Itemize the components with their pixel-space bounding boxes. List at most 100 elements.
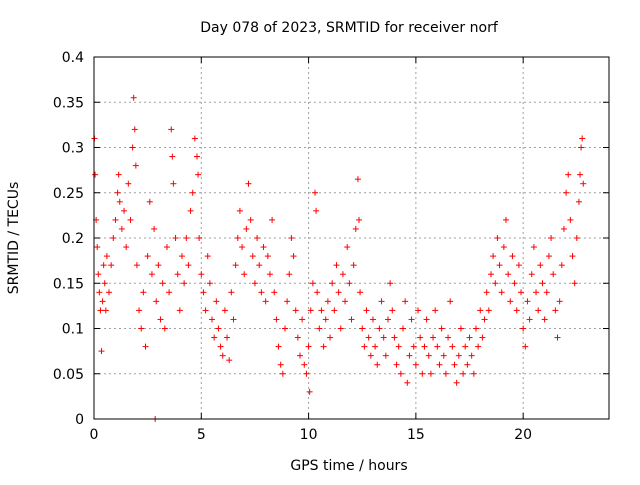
y-tick-label: 0.1	[62, 322, 84, 338]
data-point	[260, 244, 267, 251]
data-point	[239, 244, 246, 251]
data-point	[151, 225, 158, 232]
data-point	[275, 343, 282, 350]
data-point	[415, 307, 422, 314]
data-point	[211, 334, 218, 341]
data-point	[131, 126, 138, 133]
data-point	[577, 171, 584, 178]
data-point	[195, 171, 202, 178]
data-point	[133, 262, 140, 269]
data-point	[266, 271, 273, 278]
data-point	[453, 379, 460, 386]
data-point	[548, 235, 555, 241]
data-point	[387, 280, 394, 287]
data-point	[307, 307, 314, 314]
data-point	[455, 352, 462, 359]
data-point	[485, 307, 492, 314]
data-point	[468, 352, 475, 359]
data-point	[464, 361, 471, 368]
data-point	[324, 298, 331, 305]
data-point	[391, 334, 398, 341]
data-point	[258, 289, 265, 296]
data-point	[241, 271, 248, 278]
data-point	[367, 352, 374, 359]
data-point	[194, 153, 200, 160]
data-point	[312, 189, 319, 196]
data-point	[494, 235, 501, 241]
data-point	[412, 361, 419, 368]
x-tick-label: 5	[197, 427, 206, 443]
data-points	[91, 94, 587, 422]
data-point	[333, 262, 340, 269]
data-point	[92, 171, 99, 178]
data-point	[395, 343, 402, 350]
data-point	[224, 334, 231, 341]
data-point	[322, 316, 329, 323]
data-point	[249, 253, 256, 260]
data-point	[172, 235, 179, 241]
data-point	[234, 235, 241, 241]
data-point	[335, 289, 342, 296]
data-point	[384, 316, 391, 323]
data-point	[537, 262, 544, 269]
data-point	[580, 180, 587, 187]
data-point	[245, 180, 252, 187]
data-point	[543, 289, 550, 296]
data-point	[357, 289, 364, 296]
data-point	[269, 216, 276, 223]
data-point	[301, 361, 308, 368]
data-point	[567, 216, 574, 223]
data-point	[306, 388, 313, 395]
data-point	[579, 135, 586, 142]
data-point	[539, 280, 546, 287]
data-point	[106, 289, 113, 296]
x-tick-label: 0	[90, 427, 99, 443]
data-point	[565, 171, 572, 178]
data-point	[230, 316, 237, 323]
data-point	[138, 325, 145, 332]
data-point	[314, 289, 321, 296]
data-point	[251, 280, 258, 287]
data-point	[290, 253, 297, 260]
data-point	[148, 271, 155, 278]
data-point	[303, 370, 310, 377]
data-point	[206, 280, 213, 287]
data-point	[397, 370, 404, 377]
data-point	[144, 253, 151, 260]
data-point	[103, 253, 110, 260]
data-point	[440, 352, 447, 359]
data-point	[442, 370, 449, 377]
data-point	[254, 235, 261, 241]
data-point	[123, 244, 130, 251]
grid	[94, 57, 609, 419]
data-point	[159, 280, 166, 287]
data-point	[354, 176, 361, 183]
data-point	[466, 334, 473, 341]
y-tick-label: 0.3	[62, 141, 84, 157]
data-point	[288, 235, 295, 241]
data-point	[99, 298, 106, 305]
data-point	[419, 370, 426, 377]
data-point	[98, 348, 105, 355]
data-point	[178, 253, 185, 260]
data-point	[108, 262, 115, 269]
data-point	[410, 343, 417, 350]
data-point	[438, 325, 445, 332]
data-point	[232, 262, 239, 269]
ticks: 0 0.05 0.1 0.15 0.2 0.25 0.3 0.35 0.4 0 5 10 15 20	[53, 50, 609, 443]
data-point	[558, 262, 565, 269]
data-point	[533, 289, 540, 296]
data-point	[236, 207, 243, 214]
data-point	[479, 334, 486, 341]
data-point	[436, 361, 443, 368]
data-point	[402, 298, 409, 305]
data-point	[226, 357, 233, 364]
data-point	[191, 135, 198, 142]
data-point	[256, 262, 263, 269]
data-point	[556, 298, 563, 305]
data-point	[545, 253, 552, 260]
data-point	[374, 361, 381, 368]
data-point	[400, 325, 406, 332]
data-point	[490, 253, 497, 260]
data-point	[294, 334, 301, 341]
